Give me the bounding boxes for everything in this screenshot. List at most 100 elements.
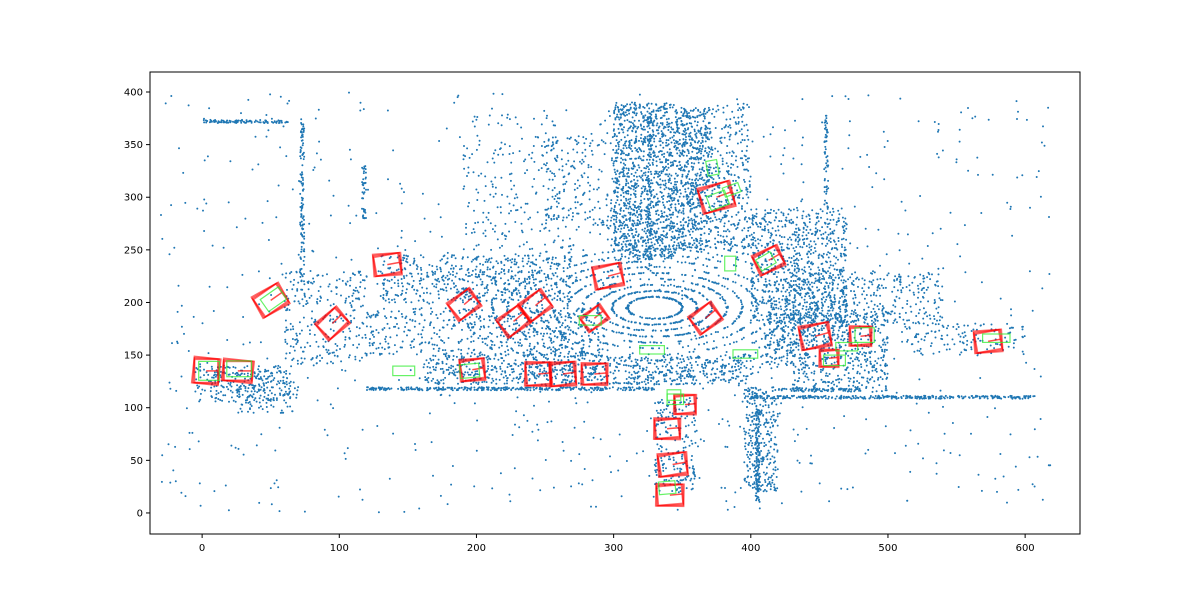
prediction-box-heading-7 (513, 312, 524, 322)
prediction-box-heading-19 (716, 191, 731, 198)
ground-truth-box-13 (732, 349, 759, 359)
prediction-box-15 (656, 451, 689, 478)
prediction-box-heading-16 (669, 493, 683, 496)
prediction-box-heading-9 (538, 372, 550, 375)
prediction-box-heading-24 (987, 338, 1001, 343)
prediction-box-23 (848, 325, 873, 347)
x-tick-label-600: 600 (1016, 543, 1035, 554)
prediction-box-15 (656, 451, 689, 478)
prediction-box-17 (673, 394, 697, 415)
prediction-box-2 (250, 281, 291, 320)
prediction-box-heading-15 (672, 461, 686, 466)
prediction-box-24 (972, 328, 1004, 355)
prediction-box-12 (581, 362, 608, 386)
ground-truth-box-6 (578, 315, 602, 326)
ground-truth-box-4 (458, 362, 481, 380)
x-tick-label-200: 200 (467, 543, 486, 554)
prediction-box-16 (654, 482, 685, 508)
prediction-box-18 (687, 301, 724, 336)
ground-truth-box-1 (226, 360, 253, 378)
prediction-box-heading-5 (463, 296, 475, 306)
prediction-box-14 (653, 417, 681, 440)
ground-truth-box-17 (981, 333, 1011, 343)
ground-truth-box-2 (259, 286, 288, 313)
ground-truth-box-14 (822, 354, 846, 367)
ground-truth-box-12 (724, 255, 737, 272)
prediction-box-22 (818, 348, 840, 368)
prediction-box-19 (696, 179, 737, 216)
ground-truth-box-8 (666, 393, 685, 406)
prediction-box-12 (580, 362, 609, 386)
prediction-box-heading-18 (705, 309, 716, 319)
prediction-box-20 (750, 243, 787, 278)
ground-truth-box-3 (392, 365, 416, 377)
y-tick-label-150: 150 (124, 351, 143, 362)
prediction-box-heading-4 (387, 261, 400, 266)
prediction-box-16 (655, 483, 685, 507)
prediction-box-heading-20 (768, 253, 780, 262)
prediction-box-2 (251, 281, 291, 319)
prediction-box-13 (591, 261, 625, 291)
prediction-box-21 (797, 320, 834, 352)
ground-truth-box-11 (721, 181, 742, 198)
prediction-box-14 (653, 417, 681, 440)
prediction-box-heading-6 (472, 367, 484, 371)
prediction-box-heading-23 (860, 334, 871, 337)
x-tick-label-500: 500 (878, 543, 897, 554)
prediction-box-heading-2 (270, 291, 283, 302)
prediction-box-4 (372, 251, 403, 278)
x-tick-label-0: 0 (199, 543, 205, 554)
y-tick-label-200: 200 (124, 298, 143, 309)
y-tick-label-50: 50 (130, 456, 143, 467)
prediction-box-10 (548, 360, 578, 388)
y-tick-label-400: 400 (124, 87, 143, 98)
prediction-box-3 (315, 306, 350, 341)
prediction-box-heading-17 (684, 402, 695, 406)
prediction-box-8 (518, 289, 553, 322)
x-tick-label-100: 100 (330, 543, 349, 554)
prediction-box-heading-11 (593, 310, 604, 319)
ground-truth-box-18 (705, 189, 731, 212)
prediction-box-heading-8 (534, 297, 546, 307)
prediction-box-4 (371, 251, 403, 278)
y-tick-label-0: 0 (137, 508, 143, 519)
prediction-box-24 (973, 328, 1003, 354)
prediction-box-heading-12 (594, 372, 607, 375)
y-axis: 0 50 100 150 200 250 300 350 400 (124, 87, 150, 519)
prediction-box-0 (192, 357, 221, 385)
prediction-box-19 (697, 180, 736, 215)
prediction-box-13 (590, 261, 626, 291)
ground-truth-boxes (198, 158, 1011, 496)
x-tick-label-300: 300 (604, 543, 623, 554)
prediction-box-5 (446, 287, 482, 322)
y-tick-label-350: 350 (124, 140, 143, 151)
prediction-box-8 (517, 288, 554, 323)
prediction-box-3 (314, 305, 351, 342)
ground-truth-box-9 (657, 480, 677, 496)
y-tick-label-250: 250 (124, 245, 143, 256)
prediction-box-5 (445, 286, 483, 323)
ground-truth-box-5 (639, 345, 666, 355)
prediction-box-heading-14 (667, 426, 679, 430)
prediction-box-heading-10 (562, 371, 575, 375)
prediction-box-23 (848, 325, 873, 348)
prediction-box-19 (696, 179, 737, 215)
ground-truth-box-16 (854, 327, 875, 344)
prediction-box-21 (797, 321, 833, 352)
prediction-box-20 (752, 244, 786, 276)
prediction-box-heading-3 (331, 314, 342, 325)
prediction-boxes (190, 179, 1004, 508)
prediction-box-0 (193, 358, 219, 384)
ground-truth-box-10 (705, 158, 720, 177)
ground-truth-box-0 (198, 360, 220, 381)
prediction-box-20 (751, 244, 787, 277)
x-tick-label-400: 400 (741, 543, 760, 554)
ground-truth-box-19 (754, 250, 778, 272)
x-axis: 0 100 200 300 400 500 600 (199, 534, 1035, 554)
prediction-box-14 (652, 417, 682, 441)
prediction-box-8 (516, 287, 555, 324)
prediction-box-4 (372, 252, 403, 277)
prediction-box-18 (686, 300, 725, 337)
prediction-box-6 (458, 357, 487, 383)
